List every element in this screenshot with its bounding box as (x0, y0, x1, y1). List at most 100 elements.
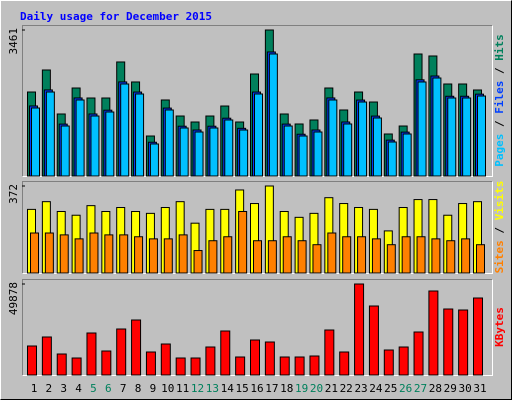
bar (398, 346, 409, 376)
bar (328, 99, 338, 177)
bar (473, 297, 483, 376)
x-tick-label: 24 (369, 382, 383, 395)
bar (86, 332, 97, 376)
legend-entry: Files (493, 81, 506, 114)
legend-entry: Pages (493, 134, 506, 167)
bar (313, 131, 323, 177)
bar (209, 127, 219, 177)
bar (148, 238, 158, 274)
bar (428, 290, 439, 376)
bar (31, 107, 40, 177)
x-tick-label: 29 (444, 382, 457, 395)
bar (386, 244, 396, 274)
bar (131, 319, 142, 376)
x-tick-label: 20 (310, 382, 323, 395)
bar (253, 240, 262, 274)
bar (358, 101, 368, 177)
bar (447, 97, 457, 177)
bar (368, 305, 379, 376)
bar (220, 330, 231, 376)
bar (413, 331, 424, 376)
bar (267, 240, 277, 274)
legend-entry: Hits (493, 34, 506, 61)
x-tick-label: 19 (295, 382, 308, 395)
bar (164, 109, 174, 177)
bar (458, 309, 469, 376)
legend-entry: Sites (493, 240, 506, 273)
bar (145, 351, 156, 376)
bar (239, 129, 249, 177)
x-tick-label: 6 (105, 382, 112, 395)
bar (135, 93, 145, 177)
x-tick-label: 30 (459, 382, 472, 395)
x-tick-label: 13 (206, 382, 219, 395)
bar (342, 236, 352, 274)
bar (339, 351, 350, 376)
bevel (22, 279, 493, 376)
x-tick-label: 15 (236, 382, 249, 395)
bar (224, 119, 234, 177)
x-tick-label: 14 (221, 382, 235, 395)
bevel (22, 25, 493, 177)
x-tick-label: 4 (75, 382, 82, 395)
chart-title: Daily usage for December 2015 (20, 10, 212, 23)
bar (432, 77, 442, 177)
x-tick-label: 23 (354, 382, 367, 395)
bar (238, 210, 248, 274)
bar (461, 238, 471, 274)
bar (119, 234, 129, 274)
bar (254, 93, 263, 177)
bar (193, 250, 203, 274)
bar (223, 236, 233, 274)
bevel (22, 25, 493, 177)
bar (149, 143, 159, 177)
bar (163, 238, 173, 274)
x-tick-label: 16 (250, 382, 263, 395)
bar (179, 127, 189, 177)
bar (74, 238, 84, 274)
legend-entry: KBytes (493, 307, 506, 347)
x-tick-label: 11 (176, 382, 189, 395)
bar (279, 356, 290, 376)
legend-entry: Visits (493, 181, 506, 221)
bar (476, 244, 485, 274)
legend-separator: / (493, 220, 506, 240)
bar (282, 236, 292, 274)
legend: Pages / Files / Hits (493, 34, 506, 167)
bar (264, 341, 275, 376)
legend-separator: / (493, 61, 506, 81)
bar (477, 95, 486, 177)
bar (324, 329, 335, 376)
bar (134, 236, 144, 274)
x-tick-label: 2 (46, 382, 53, 395)
bar (283, 125, 293, 177)
bar (101, 350, 112, 376)
x-tick-label: 1 (31, 382, 38, 395)
bar (372, 117, 382, 177)
x-tick-label: 25 (384, 382, 397, 395)
bar (27, 345, 37, 376)
legend: KBytes (493, 307, 506, 347)
bar (175, 357, 186, 376)
bar (462, 97, 472, 177)
bar (371, 238, 381, 274)
bar (401, 236, 411, 274)
bar (45, 91, 55, 177)
bar (208, 240, 218, 274)
x-tick-label: 18 (280, 382, 293, 395)
x-tick-label: 7 (120, 382, 127, 395)
bar (343, 123, 353, 177)
bar (446, 240, 456, 274)
bar (190, 357, 201, 376)
y-tick-label: 49878 (7, 282, 20, 315)
bar (431, 238, 441, 274)
bar (294, 356, 305, 376)
x-tick-label: 12 (191, 382, 204, 395)
bevel (22, 279, 493, 376)
bar (160, 343, 171, 376)
bar (44, 232, 54, 274)
bar (443, 308, 454, 376)
bar (56, 353, 67, 376)
